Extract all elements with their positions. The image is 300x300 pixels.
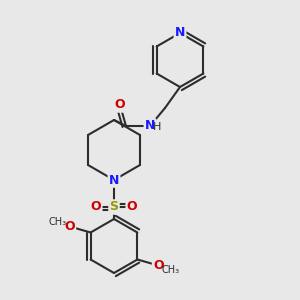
Text: CH₃: CH₃ [161, 265, 179, 275]
Text: S: S [110, 200, 118, 214]
Text: N: N [175, 26, 185, 40]
Text: O: O [115, 98, 125, 112]
Text: O: O [91, 200, 101, 214]
Text: CH₃: CH₃ [49, 217, 67, 227]
Text: N: N [145, 119, 155, 133]
Text: O: O [64, 220, 75, 233]
Text: H: H [153, 122, 162, 133]
Text: O: O [127, 200, 137, 214]
Text: N: N [109, 173, 119, 187]
Text: O: O [153, 259, 164, 272]
